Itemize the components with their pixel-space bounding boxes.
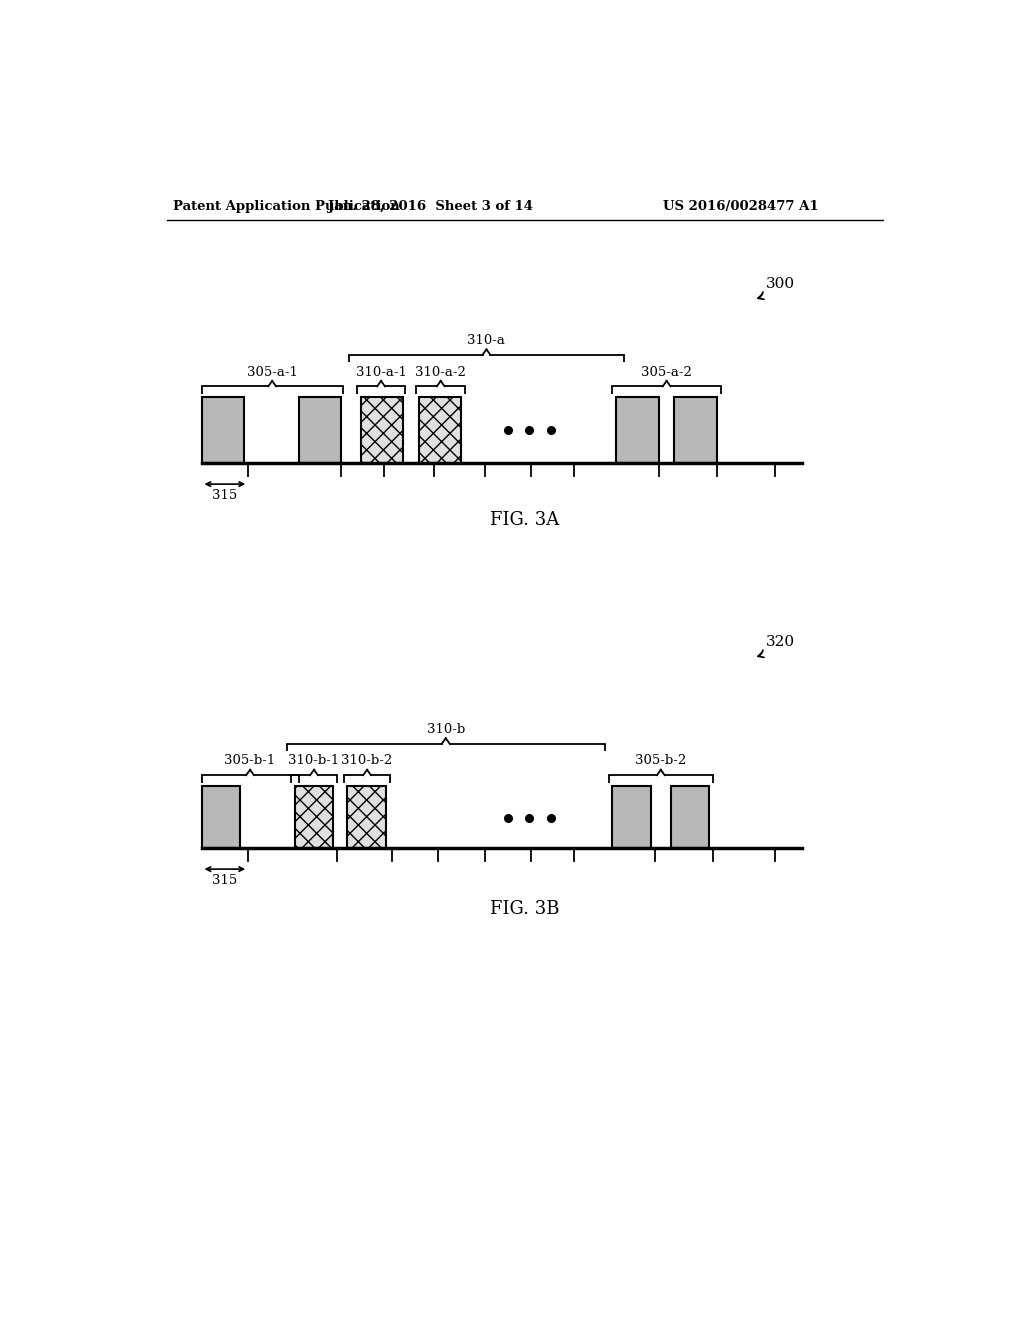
- Bar: [612, 785, 651, 847]
- Text: 310-a: 310-a: [468, 334, 506, 347]
- Bar: [616, 397, 658, 462]
- Text: 305-a-2: 305-a-2: [641, 366, 692, 379]
- Text: 310-b: 310-b: [427, 723, 465, 737]
- Text: 310-b-2: 310-b-2: [341, 755, 393, 767]
- Text: FIG. 3A: FIG. 3A: [490, 511, 559, 529]
- Text: 300: 300: [766, 277, 795, 290]
- Text: 310-a-1: 310-a-1: [355, 366, 407, 379]
- Text: 315: 315: [212, 874, 238, 887]
- Text: 310-a-2: 310-a-2: [416, 366, 466, 379]
- Bar: [202, 397, 245, 462]
- Text: 305-b-2: 305-b-2: [635, 755, 686, 767]
- Bar: [360, 397, 403, 462]
- Text: 310-b-1: 310-b-1: [289, 755, 340, 767]
- Bar: [295, 785, 334, 847]
- Bar: [671, 785, 710, 847]
- Bar: [347, 785, 386, 847]
- Bar: [202, 785, 241, 847]
- Bar: [299, 397, 341, 462]
- Text: 305-a-1: 305-a-1: [247, 366, 298, 379]
- Text: 305-b-1: 305-b-1: [224, 755, 275, 767]
- Text: US 2016/0028477 A1: US 2016/0028477 A1: [663, 199, 818, 213]
- Text: 320: 320: [766, 635, 795, 649]
- Text: FIG. 3B: FIG. 3B: [490, 900, 559, 919]
- Text: 315: 315: [212, 488, 238, 502]
- Bar: [675, 397, 717, 462]
- Text: Patent Application Publication: Patent Application Publication: [173, 199, 399, 213]
- Bar: [419, 397, 461, 462]
- Text: Jan. 28, 2016  Sheet 3 of 14: Jan. 28, 2016 Sheet 3 of 14: [328, 199, 532, 213]
